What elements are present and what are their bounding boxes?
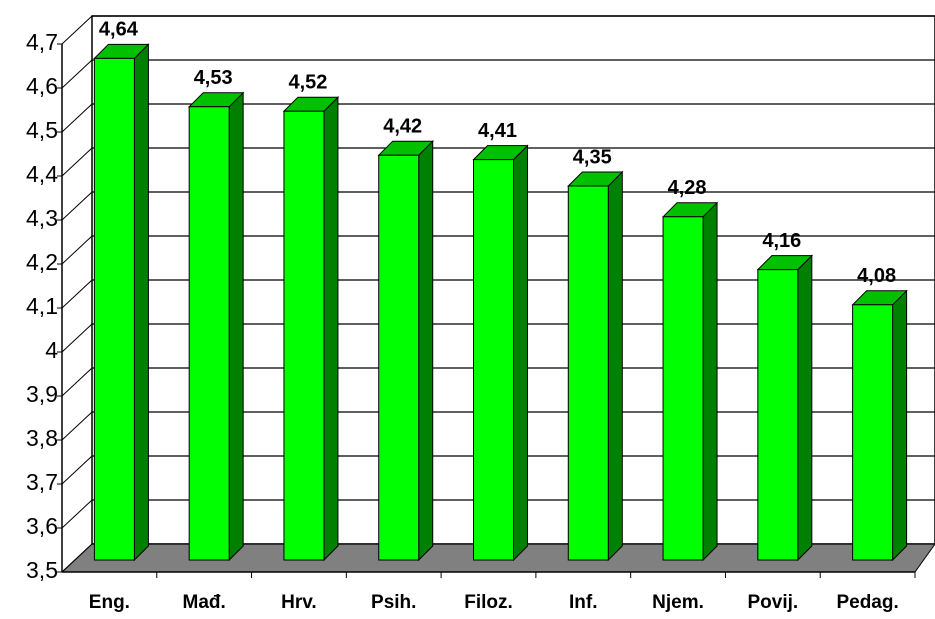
bar-face	[283, 110, 325, 561]
x-tick-label: Filoz.	[464, 592, 513, 613]
wall-grid-line	[61, 191, 93, 221]
wall-grid-line	[61, 411, 93, 441]
x-tick-label: Inf.	[569, 592, 598, 613]
bar	[851, 289, 908, 562]
x-tick-label: Mađ.	[183, 592, 226, 613]
wall-grid-line	[61, 147, 93, 177]
y-tick-label: 3,7	[26, 469, 58, 495]
value-label: 4,28	[668, 177, 707, 199]
bar	[472, 144, 529, 562]
bar-face	[188, 106, 230, 561]
bar-face	[378, 154, 420, 561]
y-tick-label: 4,1	[26, 293, 58, 319]
y-tick-label: 4,2	[26, 249, 58, 275]
bar-face	[323, 95, 339, 562]
y-tick-label: 4,3	[26, 205, 58, 231]
y-tick-label: 4	[45, 337, 58, 363]
bar	[282, 95, 340, 562]
bar	[661, 201, 719, 562]
x-tick-label: Pedag.	[836, 592, 898, 613]
value-label: 4,41	[478, 120, 517, 142]
x-tick-label: Eng.	[89, 592, 130, 613]
bar-face	[567, 185, 609, 561]
value-label: 4,08	[857, 265, 896, 287]
wall-grid-line	[61, 499, 93, 529]
value-label: 4,64	[99, 19, 139, 41]
value-label: 4,16	[762, 230, 801, 252]
bar	[377, 139, 434, 562]
wall-grid-line	[61, 279, 93, 309]
y-tick-label: 4,6	[26, 73, 58, 99]
value-label: 4,42	[383, 115, 422, 137]
bar	[187, 91, 245, 562]
wall-grid-line	[61, 367, 93, 397]
wall-grid-line	[61, 59, 93, 89]
wall-grid-line	[61, 543, 93, 573]
bar-face	[702, 201, 718, 562]
y-tick-label: 4,4	[26, 161, 58, 187]
y-tick-label: 3,6	[26, 513, 58, 539]
bar-face	[228, 91, 244, 562]
bar-face	[93, 57, 135, 561]
x-tick-label: Hrv.	[281, 592, 317, 613]
x-tick-label: Povij.	[747, 592, 798, 613]
bar-face	[892, 289, 908, 562]
y-tick-label: 3,9	[26, 381, 58, 407]
wall-grid-line	[61, 15, 93, 45]
bar-face	[852, 304, 894, 561]
wall-grid-line	[61, 103, 93, 133]
bar-face	[662, 216, 704, 561]
wall-grid-line	[61, 455, 93, 485]
wall-grid-line	[61, 235, 93, 265]
bar	[756, 254, 814, 562]
y-tick-label: 3,8	[26, 425, 58, 451]
value-label: 4,35	[573, 146, 612, 168]
y-tick-label: 4,7	[26, 29, 58, 55]
x-tick-label: Psih.	[371, 592, 416, 613]
bar-face	[607, 170, 623, 562]
bar-face	[757, 269, 799, 561]
bar-face	[418, 139, 434, 562]
y-tick-label: 3,5	[26, 557, 58, 583]
bar-face	[133, 43, 149, 562]
x-tick-label: Njem.	[652, 592, 704, 613]
bar	[567, 170, 624, 562]
wall-grid-line	[61, 323, 93, 353]
bar	[93, 43, 150, 562]
value-label: 4,53	[194, 67, 233, 89]
bar-face	[513, 144, 528, 562]
bar-face	[473, 159, 514, 561]
y-tick-label: 4,5	[26, 117, 58, 143]
bar-face	[797, 254, 813, 562]
value-label: 4,52	[288, 71, 327, 93]
